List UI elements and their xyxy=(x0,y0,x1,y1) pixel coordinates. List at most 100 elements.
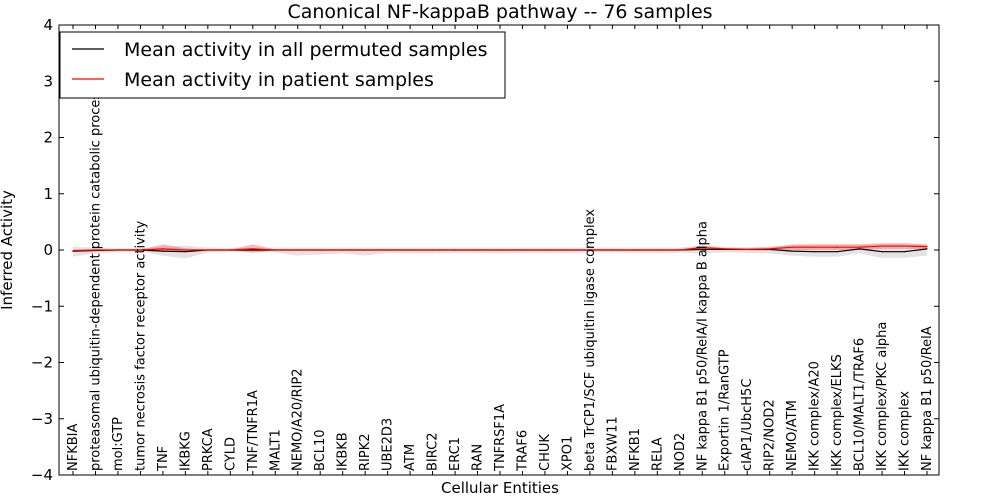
data-point-patient xyxy=(162,248,164,250)
x-tick-label: IKBKB xyxy=(336,432,351,471)
data-point-permuted xyxy=(836,251,838,253)
data-point-patient xyxy=(94,249,97,251)
x-tick-label: NFKB1 xyxy=(628,428,643,471)
y-axis-label: Inferred Activity xyxy=(0,190,16,310)
data-point-patient xyxy=(769,248,771,250)
data-point-patient xyxy=(521,249,524,251)
data-point-patient xyxy=(184,249,186,251)
data-point-patient xyxy=(207,249,209,251)
category-label-layer: NFKBIA proteasomal ubiquitin-dependent pr… xyxy=(66,86,935,472)
x-tick-label: XPO1 xyxy=(560,436,575,471)
data-point-patient xyxy=(903,245,906,247)
data-point-patient xyxy=(611,249,613,251)
legend: Mean activity in all permuted samples Me… xyxy=(59,31,506,99)
data-point-patient xyxy=(701,247,703,249)
y-tick-label: −1 xyxy=(31,297,53,315)
x-tick-label: NEMO/ATM xyxy=(785,400,800,471)
x-tick-label: RIPK2 xyxy=(358,433,373,471)
data-point-permuted xyxy=(858,248,861,250)
data-point-permuted xyxy=(881,251,883,253)
data-point-permuted xyxy=(162,250,164,252)
x-tick-label: IKK complex/PKC alpha xyxy=(875,322,890,471)
x-tick-label: RIP2/NOD2 xyxy=(763,399,778,471)
x-tick-label: TNF/TNFR1A xyxy=(246,390,261,472)
legend-box xyxy=(59,31,506,99)
x-tick-label: beta TrCP1/SCF ubiquitin ligase complex xyxy=(583,209,598,471)
data-point-patient xyxy=(454,249,456,251)
x-tick-label: IKK complex xyxy=(898,391,913,471)
x-tick-label: FBXW11 xyxy=(605,416,620,471)
data-point-patient xyxy=(566,249,569,251)
data-point-patient xyxy=(229,249,231,251)
chart-title: Canonical NF-kappaB pathway -- 76 sample… xyxy=(287,1,712,23)
data-point-patient xyxy=(724,248,726,250)
data-point-patient xyxy=(814,246,816,248)
x-tick-label: CYLD xyxy=(223,437,238,471)
data-point-permuted xyxy=(701,248,703,251)
y-tick-label: −2 xyxy=(31,354,53,372)
data-point-patient xyxy=(319,249,321,251)
data-point-patient xyxy=(544,249,546,251)
data-point-patient xyxy=(252,248,254,250)
x-tick-label: IKBKG xyxy=(178,431,193,471)
data-point-patient xyxy=(476,249,479,251)
data-point-patient xyxy=(746,248,748,251)
y-tick-layer: −4 −3 −2 −1 0 1 2 3 4 xyxy=(31,16,939,484)
x-tick-label: Exportin 1/RanGTP xyxy=(718,349,733,471)
x-tick-label: TNF xyxy=(156,446,171,472)
y-tick-label: 0 xyxy=(43,241,53,259)
x-tick-label: tumor necrosis factor receptor activity xyxy=(133,220,148,471)
x-tick-label: NFKBIA xyxy=(66,424,81,471)
x-tick-label: ATM xyxy=(403,444,418,471)
legend-label-permuted: Mean activity in all permuted samples xyxy=(124,39,487,61)
data-point-patient xyxy=(139,249,142,251)
data-point-patient xyxy=(364,249,366,251)
data-point-permuted xyxy=(252,249,254,251)
data-point-patient xyxy=(679,249,681,251)
x-tick-label: CHUK xyxy=(538,434,553,471)
data-point-patient xyxy=(72,249,74,252)
x-tick-label: UBE2D3 xyxy=(381,418,396,471)
x-tick-label: RELA xyxy=(650,437,665,471)
data-point-permuted xyxy=(903,251,906,253)
x-tick-label: TRAF6 xyxy=(515,430,530,472)
x-tick-label: BCL10/MALT1/TRAF6 xyxy=(853,338,868,471)
x-tick-label: BCL10 xyxy=(313,429,328,471)
x-tick-label: IKK complex/A20 xyxy=(808,361,823,471)
x-tick-label: mol:GTP xyxy=(111,417,126,471)
data-point-patient xyxy=(858,246,861,248)
x-tick-label: NEMO/A20/RIP2 xyxy=(291,368,306,471)
data-point-patient xyxy=(117,249,119,251)
data-point-patient xyxy=(791,246,793,248)
x-tick-label: PRKCA xyxy=(201,428,216,471)
data-point-patient xyxy=(431,249,434,251)
data-point-patient xyxy=(342,249,344,251)
data-point-patient xyxy=(499,249,501,251)
data-point-permuted xyxy=(814,251,816,253)
y-tick-label: 4 xyxy=(43,16,53,34)
data-point-patient xyxy=(634,249,636,251)
y-tick-label: −4 xyxy=(31,466,53,484)
data-point-patient xyxy=(656,249,658,251)
data-point-patient xyxy=(297,249,299,251)
data-point-patient xyxy=(836,246,838,248)
x-tick-label: IKK complex/ELKS xyxy=(830,354,845,471)
x-tick-label: NOD2 xyxy=(673,433,688,471)
data-point-patient xyxy=(409,249,411,251)
x-axis-label: Cellular Entities xyxy=(441,479,559,497)
data-point-permuted xyxy=(791,250,793,252)
x-tick-label: ERC1 xyxy=(448,437,463,471)
y-tick-label: −3 xyxy=(31,410,53,428)
data-point-patient xyxy=(387,249,389,251)
x-tick-label: NF kappa B1 p50/RelA xyxy=(920,326,935,471)
x-tick-label: TNFRSF1A xyxy=(493,404,508,472)
line-layer xyxy=(72,245,928,253)
x-tick-label: RAN xyxy=(471,444,486,471)
data-point-permuted xyxy=(184,251,186,253)
data-point-patient xyxy=(274,249,276,251)
x-tick-label: proteasomal ubiquitin-dependent protein … xyxy=(88,86,103,471)
x-tick-label: cIAP1/UbcH5C xyxy=(740,379,755,471)
legend-label-patient: Mean activity in patient samples xyxy=(124,69,434,91)
data-point-patient xyxy=(926,246,928,248)
